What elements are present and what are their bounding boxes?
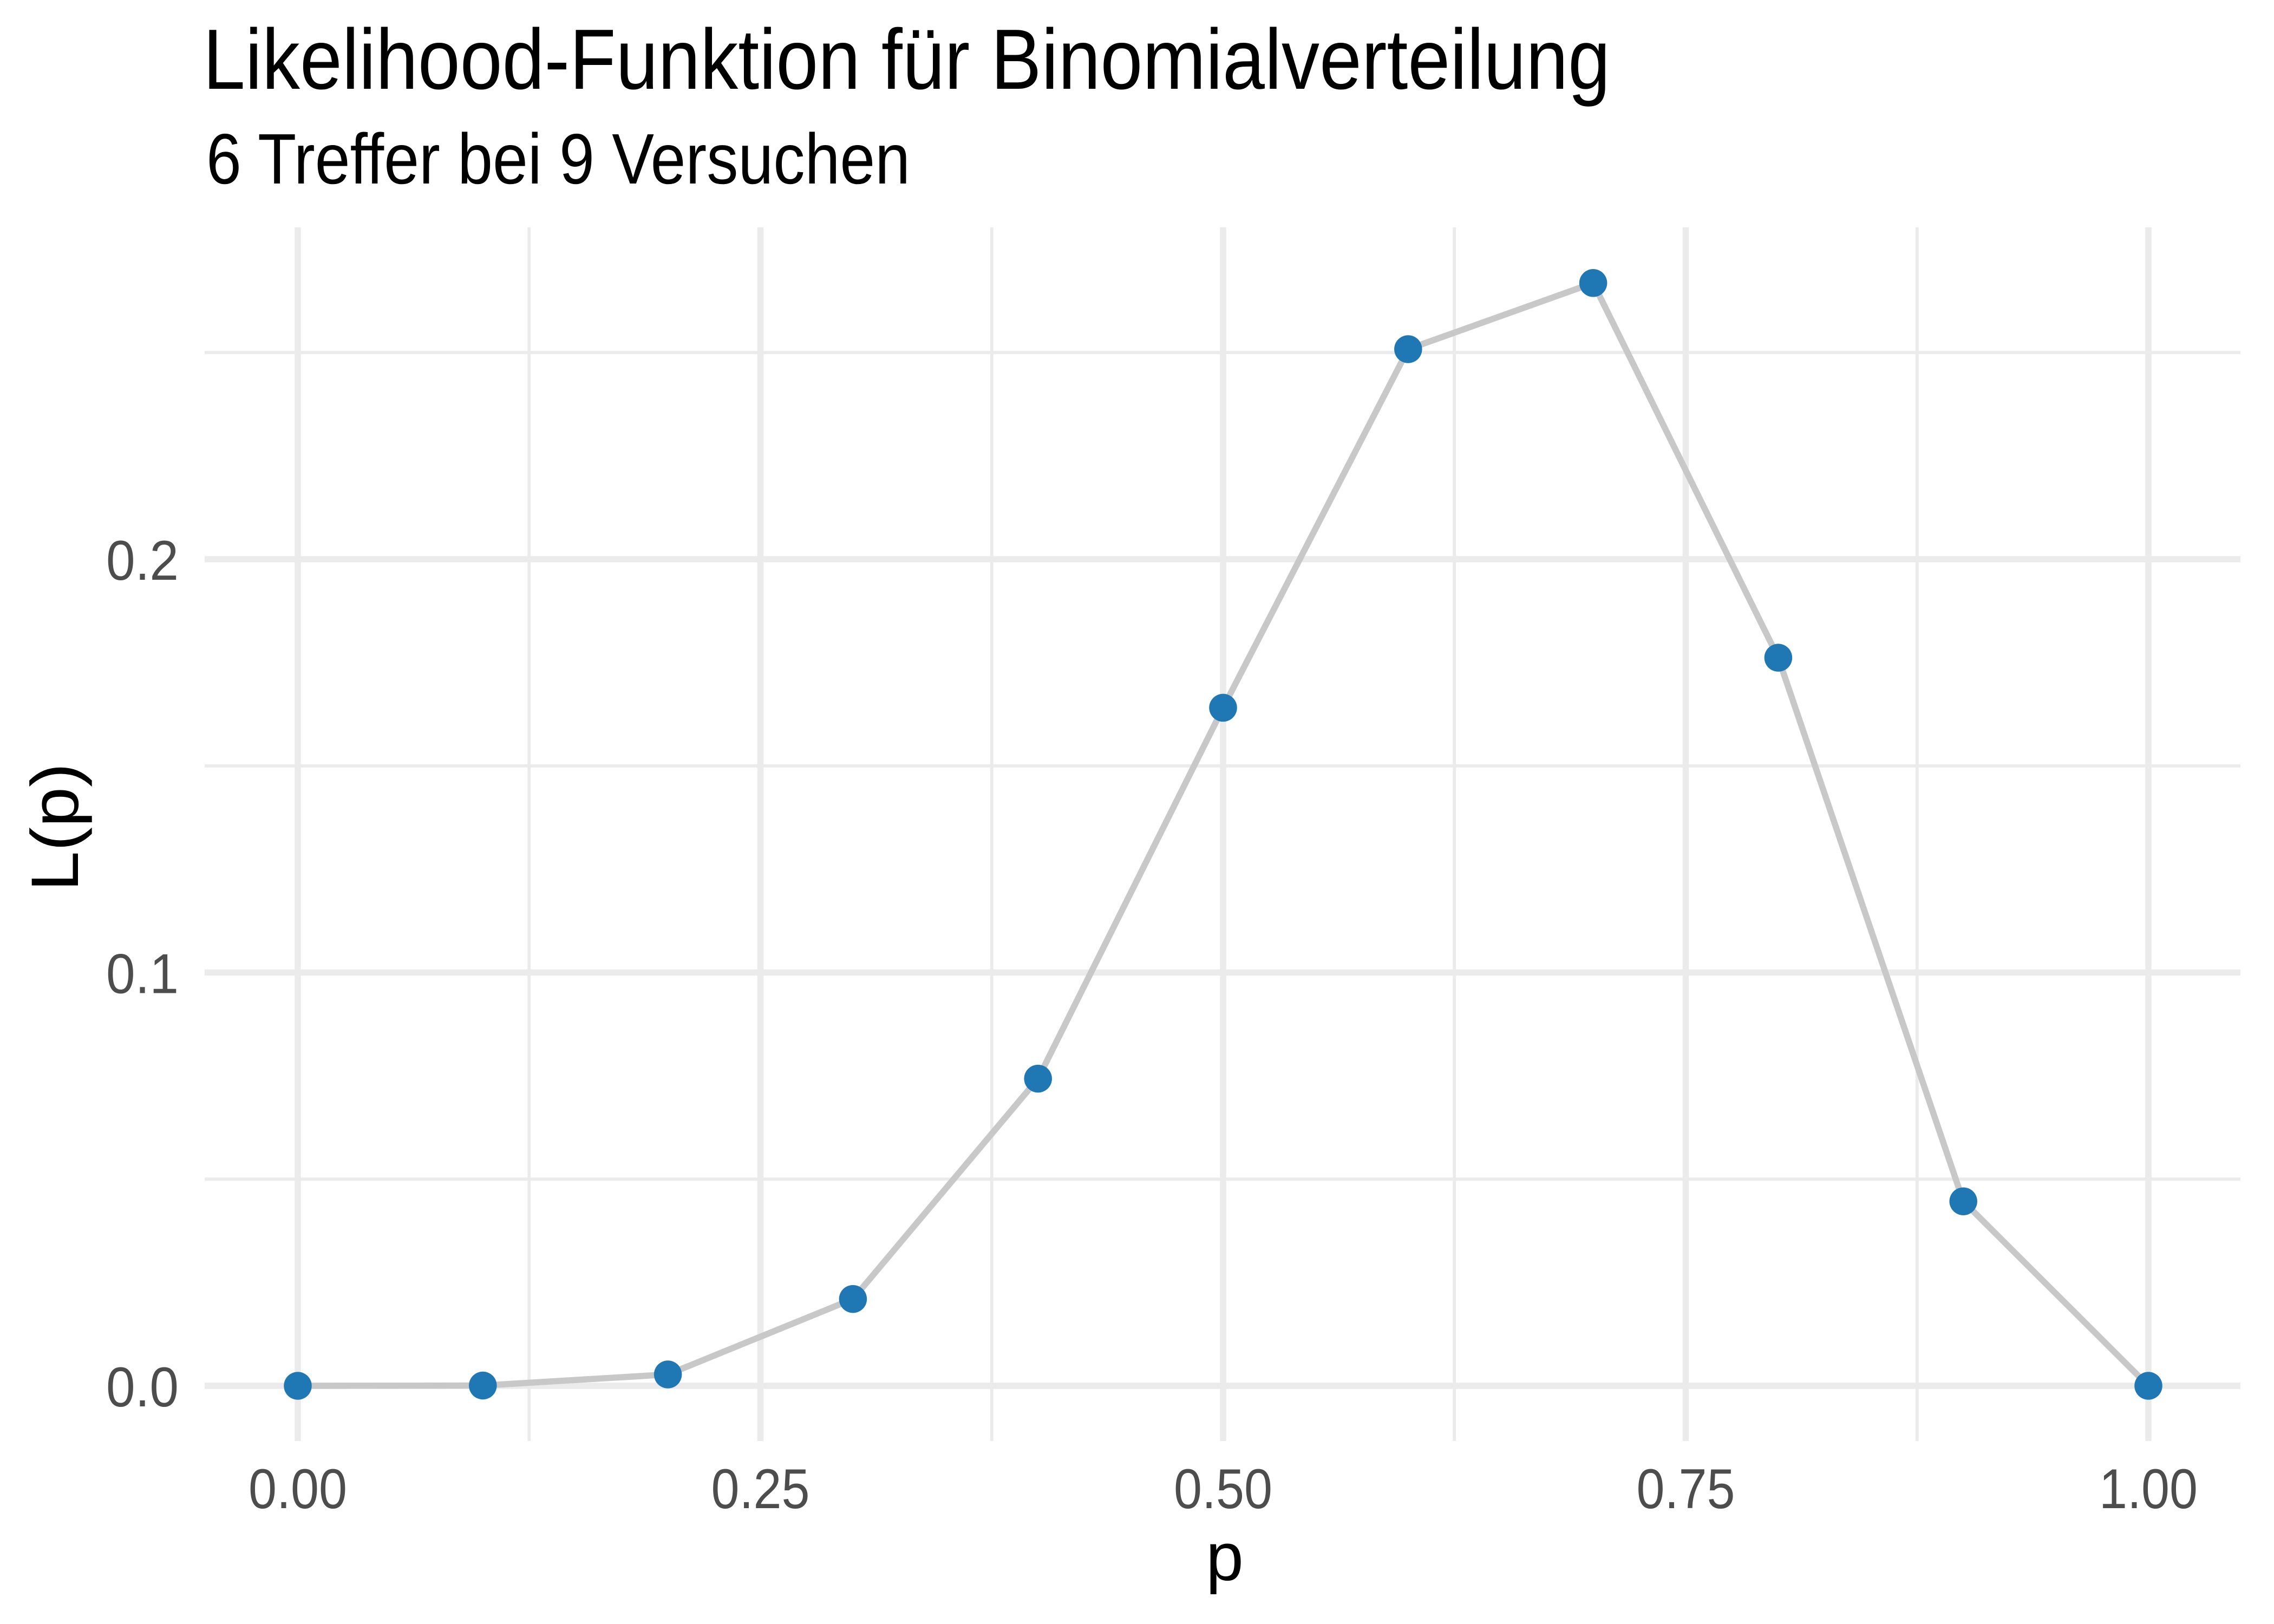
svg-text:1.00: 1.00 [2099,1458,2198,1521]
svg-text:0.0: 0.0 [106,1356,179,1419]
svg-text:6 Treffer bei 9 Versuchen: 6 Treffer bei 9 Versuchen [206,119,910,199]
svg-text:0.50: 0.50 [1174,1458,1272,1521]
svg-text:0.2: 0.2 [106,529,179,592]
svg-text:0.25: 0.25 [711,1458,810,1521]
svg-text:Likelihood-Funktion für Binomi: Likelihood-Funktion für Binomialverteilu… [203,12,1610,107]
svg-text:L(p): L(p) [18,763,93,892]
svg-text:0.75: 0.75 [1637,1458,1735,1521]
svg-text:0.00: 0.00 [249,1458,347,1521]
svg-text:0.1: 0.1 [106,943,179,1006]
svg-text:p: p [1206,1520,1244,1595]
